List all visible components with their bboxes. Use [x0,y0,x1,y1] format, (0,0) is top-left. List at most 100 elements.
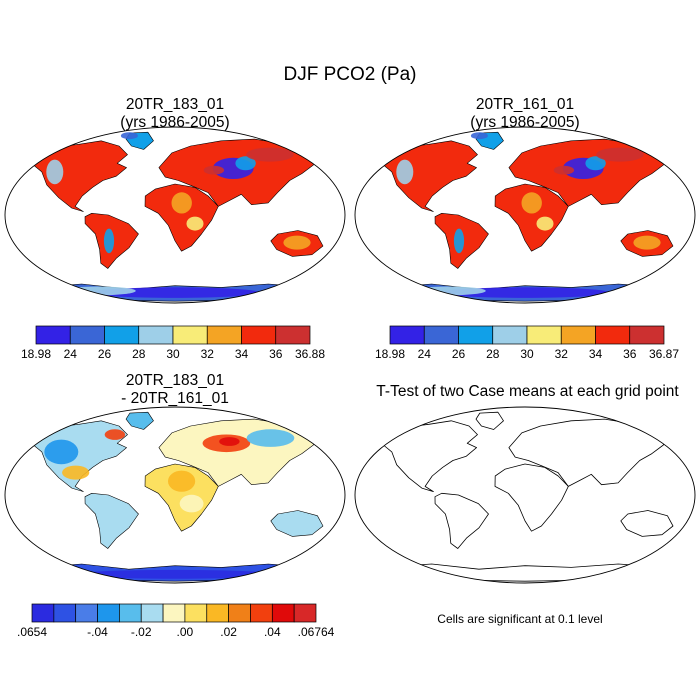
panel-title-top-left: 20TR_183_01 (yrs 1986-2005) [25,96,325,132]
map-contents [27,411,324,582]
colorbar-box [423,325,459,345]
colorbar-top-left: 18.98 24 26 28 30 32 34 36 36.88 [21,325,325,361]
colorbar-box [138,325,174,345]
colorbar-tick-label: -.02 [131,625,152,639]
panel-title-line2: (yrs 1986-2005) [470,114,580,131]
map-boundary [354,126,696,304]
colorbar-box [275,325,311,345]
colorbar-box [241,325,277,345]
map-color-patch [46,159,64,185]
colorbar-tick-label: 36.87 [649,347,679,361]
continent-africa [494,463,569,532]
map-panel-1 [354,126,696,304]
colorbar-tick-label: 18.98 [375,347,405,361]
colorbar-tick-label: .00 [177,625,194,639]
map-color-patch [219,437,240,446]
colorbar-tick-label: .0654 [17,625,47,639]
map-color-patch [633,235,661,250]
colorbar-box [560,325,596,345]
colorbar-tick-label: 32 [555,347,569,361]
colorbar-box [271,603,295,623]
map-color-patch [553,165,575,175]
colorbar-tick-label: 24 [418,347,432,361]
map-color-patch [179,494,204,513]
colorbar-tick-label: 36 [269,347,283,361]
colorbar-box [162,603,186,623]
colorbar-box [184,603,208,623]
map-color-patch [246,429,295,447]
map-color-patch [470,132,488,140]
continent-africa [144,463,219,532]
continent-northAmerica [27,420,128,492]
panel-title-top-right: 20TR_161_01 (yrs 1986-2005) [375,96,675,132]
continent-southAmerica [434,492,489,549]
colorbar-box [35,325,71,345]
map-contents [377,411,674,582]
colorbar-box [104,325,140,345]
colorbar-tick-label: 36.88 [295,347,325,361]
panel-title-bottom-right: T-Test of two Case means at each grid po… [355,383,700,401]
colorbar-box [75,603,98,623]
map-boundary [4,406,346,584]
panel-title-line1: 20TR_183_01 [125,372,225,389]
continent-greenland [125,411,154,430]
panel-title-line2: - 20TR_161_01 [121,390,229,407]
colorbar-box [53,603,77,623]
continent-northAmerica [377,420,478,493]
map-color-patch [396,159,414,185]
significance-footnote: Cells are significant at 0.1 level [437,612,603,626]
colorbar-box [492,325,528,345]
map-panel-0 [4,126,346,304]
map-color-patch [104,429,126,440]
main-title: DJF PCO2 (Pa) [283,64,417,85]
continent-northAmerica [27,140,128,212]
colorbar-tick-label: 28 [132,347,146,361]
continent-africa [494,183,569,252]
map-color-patch [186,216,204,231]
continent-southAmerica [84,492,139,549]
map-panel-2 [4,406,346,584]
panel-title-bottom-left: 20TR_183_01 - 20TR_161_01 [25,372,325,408]
map-panel-3 [354,406,696,584]
colorbar-tick-label: 26 [98,347,112,361]
colorbar-tick-label: 26 [452,347,466,361]
colorbar-box [206,325,242,345]
colorbar-box [97,603,120,623]
colorbar-box [629,325,665,345]
colorbar-bottom-left: .0654 -.04 -.02 .00 .02 .04 .06764 [17,603,335,639]
colorbar-tick-label: 24 [64,347,78,361]
colorbar-box [595,325,631,345]
colorbar-tick-label: 18.98 [21,347,51,361]
continent-northAmerica [377,140,478,212]
colorbar-box [250,603,273,623]
map-color-patch [283,235,311,250]
colorbar-box [458,325,494,345]
map-color-patch [235,156,256,171]
map-color-patch [73,569,277,579]
colorbar-box [172,325,208,345]
colorbar-tick-label: 36 [623,347,637,361]
panel-title-line2: (yrs 1986-2005) [120,114,230,131]
panel-title-line1: 20TR_183_01 [125,96,225,113]
colorbar-tick-label: 30 [520,347,534,361]
panel-title-line1: T-Test of two Case means at each grid po… [376,383,679,400]
map-color-patch [168,470,196,492]
continent-australia [620,510,674,537]
map-color-patch [203,165,225,175]
colorbar-tick-label: -.04 [87,625,108,639]
colorbar-tick-label: 32 [201,347,215,361]
colorbar-box [293,603,317,623]
map-color-patch [62,465,90,480]
colorbar-tick-label: 30 [166,347,180,361]
colorbar-top-right: 18.98 24 26 28 30 32 34 36 36.87 [375,325,679,361]
map-contents [27,131,324,302]
continent-eurasia [508,418,665,487]
colorbar-box [526,325,562,345]
panel-title-line1: 20TR_161_01 [475,96,575,113]
map-color-patch [521,192,542,214]
colorbar-tick-label: .04 [264,625,281,639]
colorbar-tick-label: .02 [220,625,237,639]
colorbar-box [31,603,55,623]
map-color-patch [596,147,644,162]
